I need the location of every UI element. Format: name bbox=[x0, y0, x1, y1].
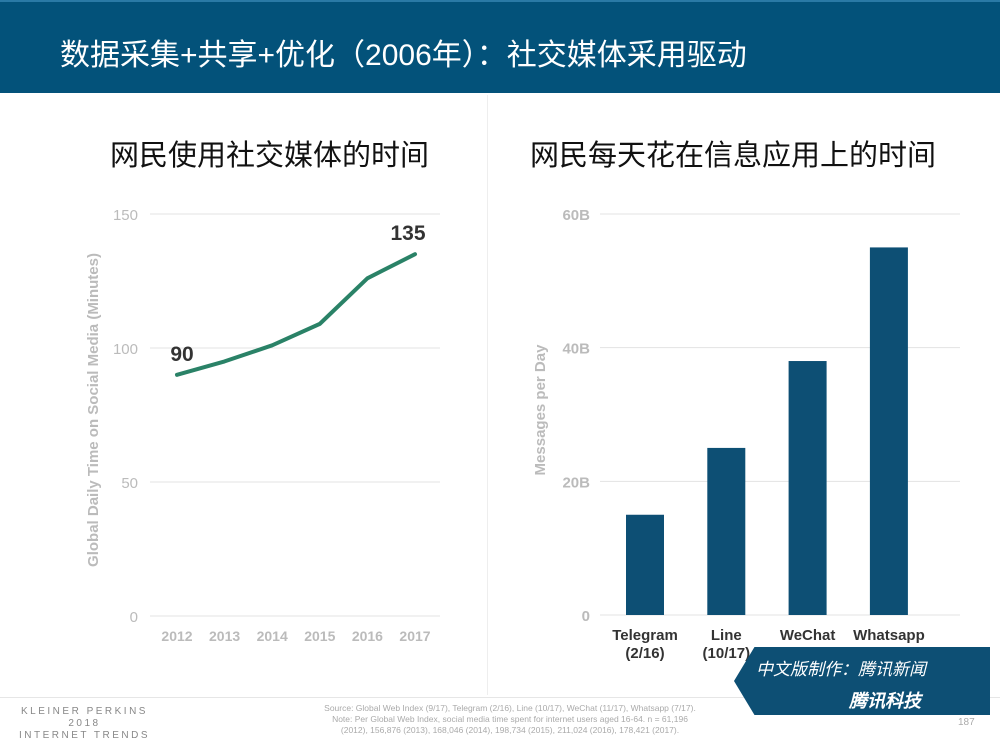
header-bar: 数据采集+共享+优化（2006年）：社交媒体采用驱动 bbox=[0, 0, 1000, 93]
y-axis-label: Global Daily Time on Social Media (Minut… bbox=[85, 253, 102, 567]
y-tick-label: 0 bbox=[130, 609, 138, 626]
divider bbox=[487, 95, 488, 695]
left-chart-title: 网民使用社交媒体的时间 bbox=[110, 140, 430, 172]
x-tick-label: 2012 bbox=[161, 628, 192, 644]
source-line: Note: Per Global Web Index, social media… bbox=[332, 714, 688, 724]
x-tick-label: 2013 bbox=[209, 628, 240, 644]
bar bbox=[869, 247, 908, 615]
x-tick-label: Whatsapp bbox=[853, 627, 925, 644]
footer-divider bbox=[0, 697, 1000, 698]
data-label: 90 bbox=[170, 343, 193, 366]
x-tick-label: 2017 bbox=[399, 628, 430, 644]
y-tick-label: 20B bbox=[562, 474, 590, 491]
page-number: 187 bbox=[958, 717, 975, 728]
x-tick-label: 2014 bbox=[257, 628, 288, 644]
bar bbox=[626, 514, 664, 615]
x-tick-label: Line bbox=[711, 627, 742, 644]
y-tick-label: 150 bbox=[113, 207, 138, 224]
source-line: Source: Global Web Index (9/17), Telegra… bbox=[324, 703, 696, 713]
x-tick-label: (10/17) bbox=[703, 645, 751, 662]
badge-line1: 中文版制作：腾讯新闻 bbox=[756, 660, 926, 679]
brand-line: KLEINER PERKINS bbox=[21, 706, 148, 717]
x-tick-label: (2/16) bbox=[625, 645, 664, 662]
kleiner-perkins-logo: KLEINER PERKINS 2018 INTERNET TRENDS bbox=[12, 706, 157, 742]
y-tick-label: 60B bbox=[562, 207, 590, 224]
series-line bbox=[175, 252, 417, 377]
x-tick-label: 2015 bbox=[304, 628, 335, 644]
source-note: Source: Global Web Index (9/17), Telegra… bbox=[285, 703, 735, 736]
credit-badge: 中文版制作：腾讯新闻 腾讯科技 bbox=[734, 647, 990, 715]
x-tick-label: 2016 bbox=[352, 628, 383, 644]
source-line: (2012), 156,876 (2013), 168,046 (2014), … bbox=[340, 725, 680, 735]
y-tick-label: 0 bbox=[582, 608, 590, 625]
x-tick-label: Telegram bbox=[612, 627, 678, 644]
bar bbox=[788, 361, 827, 615]
bar bbox=[707, 447, 746, 615]
y-tick-label: 40B bbox=[562, 341, 590, 358]
x-tick-label: WeChat bbox=[780, 627, 836, 644]
brand-line: 2018 bbox=[68, 718, 101, 729]
y-tick-label: 50 bbox=[121, 475, 138, 492]
y-axis-label: Messages per Day bbox=[532, 344, 549, 476]
badge-line2: 腾讯科技 bbox=[849, 691, 921, 711]
data-label: 135 bbox=[390, 222, 425, 245]
brand-line: INTERNET TRENDS bbox=[18, 730, 151, 741]
y-tick-label: 100 bbox=[113, 341, 138, 358]
right-chart-title: 网民每天花在信息应用上的时间 bbox=[530, 140, 937, 172]
page-title: 数据采集+共享+优化（2006年）：社交媒体采用驱动 bbox=[60, 39, 747, 72]
